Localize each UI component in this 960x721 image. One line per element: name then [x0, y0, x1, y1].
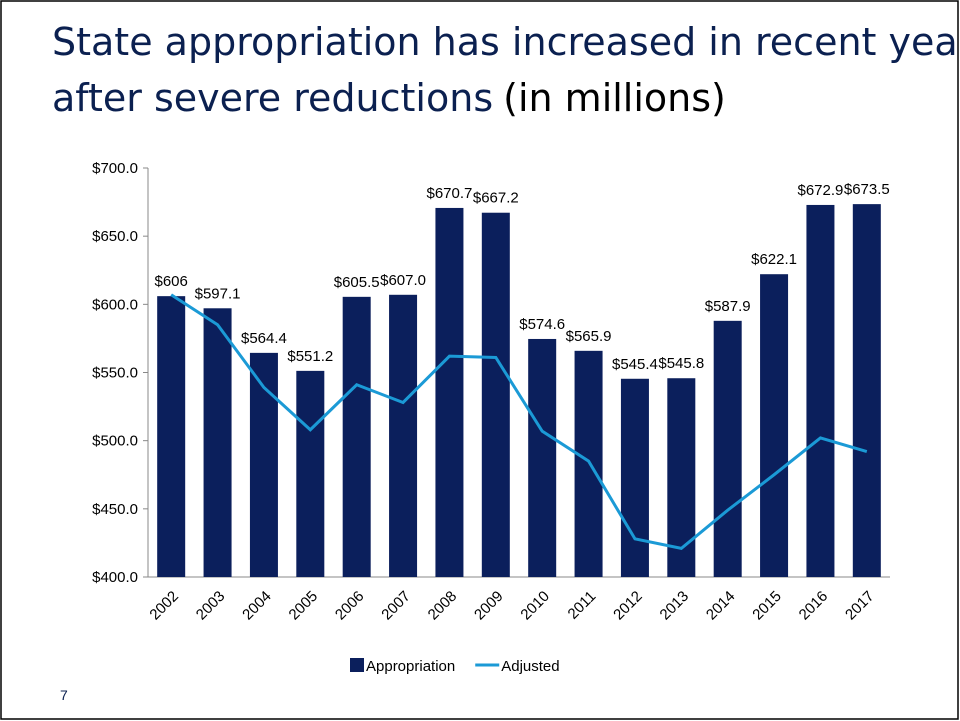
data-label: $607.0 — [380, 272, 426, 289]
bar — [713, 320, 742, 577]
bar — [528, 338, 557, 577]
bar — [760, 274, 789, 577]
bar — [249, 352, 278, 577]
bar — [806, 204, 835, 577]
data-label: $606 — [155, 273, 188, 290]
bar — [667, 378, 696, 577]
bar — [342, 296, 371, 577]
bar — [435, 207, 464, 577]
data-label: $574.6 — [519, 316, 565, 333]
chart-subtitle: (in millions) — [503, 76, 726, 120]
page-number: 7 — [60, 687, 68, 703]
y-tick-label: $550.0 — [92, 365, 138, 382]
y-tick-label: $700.0 — [92, 160, 138, 177]
data-label: $622.1 — [751, 251, 797, 268]
data-label: $605.5 — [334, 274, 380, 291]
data-label: $564.4 — [241, 330, 287, 347]
legend-swatch — [350, 658, 364, 672]
data-label: $545.8 — [658, 355, 704, 372]
data-label: $667.2 — [473, 190, 519, 207]
bar — [157, 296, 186, 577]
data-label: $545.4 — [612, 356, 658, 373]
bar — [389, 294, 418, 577]
y-tick-label: $650.0 — [92, 228, 138, 245]
bar — [203, 308, 232, 577]
legend-label: Adjusted — [501, 658, 559, 675]
data-label: $670.7 — [426, 185, 472, 202]
data-label: $673.5 — [844, 181, 890, 198]
data-label: $565.9 — [566, 328, 612, 345]
legend-label: Appropriation — [366, 658, 455, 675]
bar — [620, 378, 649, 577]
bar — [481, 212, 510, 577]
y-tick-label: $600.0 — [92, 296, 138, 313]
data-label: $551.2 — [287, 348, 333, 365]
data-label: $587.9 — [705, 298, 751, 315]
line — [170, 293, 868, 550]
bar — [852, 204, 881, 577]
chart-title: State appropriation has increased in rec… — [52, 20, 960, 120]
y-tick-label: $450.0 — [92, 501, 138, 518]
y-tick-label: $400.0 — [92, 569, 138, 586]
data-label: $672.9 — [797, 182, 843, 199]
y-tick-label: $500.0 — [92, 433, 138, 450]
bar — [296, 370, 325, 577]
data-label: $597.1 — [195, 285, 241, 302]
